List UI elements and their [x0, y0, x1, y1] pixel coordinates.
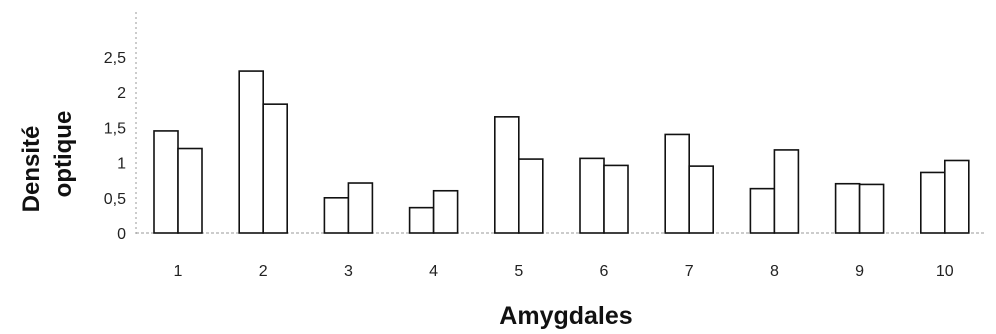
x-tick-label: 8: [770, 263, 779, 280]
y-tick-label: 2: [117, 85, 126, 102]
y-tick-labels: 0 0,5 1 1,5 2 2,5: [104, 50, 126, 243]
x-tick-label: 10: [936, 263, 954, 280]
bar-series-2-category-8: [774, 150, 798, 233]
bar-series-2-category-1: [178, 149, 202, 233]
x-tick-labels: 1 2 3 4 5 6 7 8 9 10: [174, 263, 954, 280]
bar-series-1-category-3: [324, 198, 348, 233]
bar-series-2-category-2: [263, 104, 287, 233]
bar-series-2-category-6: [604, 165, 628, 233]
bar-series-1-category-1: [154, 131, 178, 233]
y-tick-label: 1,5: [104, 120, 126, 137]
x-tick-label: 7: [685, 263, 694, 280]
bar-series-2-category-3: [348, 183, 372, 233]
bars: [154, 71, 969, 233]
bar-series-2-category-5: [519, 159, 543, 233]
x-tick-label: 1: [174, 263, 183, 280]
y-axis-label-line-2: optique: [50, 111, 77, 198]
x-tick-label: 3: [344, 263, 353, 280]
bar-series-1-category-5: [495, 117, 519, 233]
bar-series-2-category-10: [945, 160, 969, 233]
y-tick-label: 0,5: [104, 191, 126, 208]
x-axis-label: Amygdales: [499, 302, 632, 330]
bar-series-1-category-6: [580, 158, 604, 233]
bar-series-2-category-7: [689, 166, 713, 233]
y-axis-label-line-1: Densité: [18, 126, 45, 213]
y-tick-label: 2,5: [104, 50, 126, 67]
bar-series-1-category-8: [750, 189, 774, 233]
x-tick-label: 2: [259, 263, 268, 280]
x-tick-label: 6: [600, 263, 609, 280]
bar-series-1-category-9: [836, 184, 860, 233]
x-tick-label: 4: [429, 263, 438, 280]
x-tick-label: 5: [514, 263, 523, 280]
bar-series-1-category-2: [239, 71, 263, 233]
y-axis-label: Densité optique: [18, 111, 77, 213]
bar-series-2-category-9: [860, 184, 884, 233]
bar-series-1-category-10: [921, 172, 945, 233]
x-tick-label: 9: [855, 263, 864, 280]
bar-series-2-category-4: [434, 191, 458, 233]
bar-series-1-category-7: [665, 134, 689, 233]
y-tick-label: 0: [117, 226, 126, 243]
y-tick-label: 1: [117, 156, 126, 173]
bar-series-1-category-4: [410, 208, 434, 233]
